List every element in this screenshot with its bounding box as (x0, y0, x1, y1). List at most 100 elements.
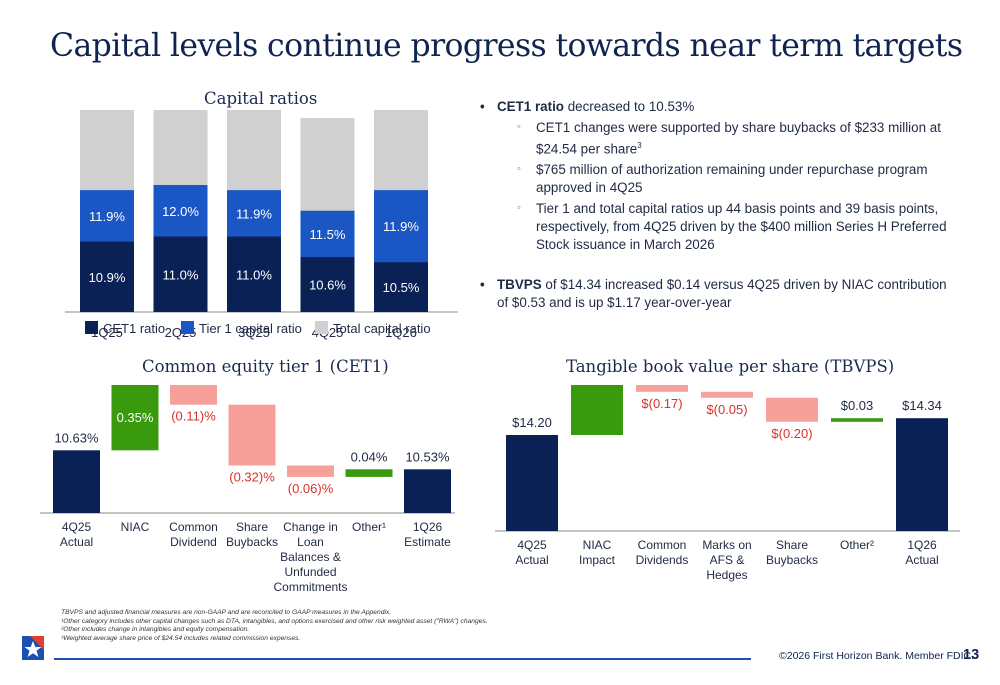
tbvps-chart-title: Tangible book value per share (TBVPS) (566, 357, 895, 376)
sub-bullet-dot: ◦ (517, 202, 521, 215)
x-tick-label: AFS & (710, 553, 745, 567)
data-label-cet1: 11.0% (163, 267, 199, 282)
waterfall-bar (345, 469, 393, 477)
bar-cet1 (300, 257, 355, 312)
x-tick-label: 1Q26 (385, 325, 417, 340)
bar-cet1 (227, 236, 281, 312)
x-tick-label: Balances & (280, 550, 341, 564)
data-label-tier1: 11.9% (236, 206, 272, 221)
x-tick-label: 4Q25 (517, 538, 547, 552)
footnote: TBVPS and adjusted financial measures ar… (61, 609, 392, 616)
waterfall-bar (506, 435, 558, 531)
x-tick-label: Dividend (170, 535, 217, 549)
data-label: $(0.17) (641, 396, 682, 411)
footnote: ¹Other category includes other capital c… (61, 617, 488, 625)
x-tick-label: 3Q25 (238, 325, 270, 340)
bullet-bold: CET1 ratio (497, 99, 564, 114)
waterfall-bar (896, 418, 948, 531)
sub-bullet-dot: ◦ (517, 121, 521, 133)
data-label-cet1: 11.0% (236, 267, 272, 282)
x-tick-label: Share (776, 538, 808, 552)
bar-cet1 (80, 241, 134, 312)
data-label: 0.04% (351, 449, 388, 464)
sub-bullet: ◦ Tier 1 and total capital ratios up 44 … (480, 200, 960, 254)
first-horizon-logo-icon (22, 636, 44, 660)
bullet-tbvps: • TBVPS of $14.34 increased $0.14 versus… (480, 276, 960, 312)
data-label: (0.11)% (171, 409, 216, 424)
commentary-bullets: • CET1 ratio decreased to 10.53% ◦ CET1 … (480, 98, 960, 315)
x-tick-label: 4Q25 (62, 520, 92, 534)
bullet-cet1: • CET1 ratio decreased to 10.53% (480, 98, 960, 116)
x-tick-label: Dividends (636, 553, 689, 567)
data-label-tier1: 11.5% (310, 227, 346, 242)
waterfall-bar (170, 385, 217, 405)
x-tick-label: Other¹ (352, 520, 386, 534)
cet1-chart-title: Common equity tier 1 (CET1) (142, 357, 389, 376)
data-label: (0.32)% (229, 470, 275, 485)
data-label: $0.03 (841, 398, 874, 413)
data-label: (0.06)% (288, 481, 334, 496)
x-tick-label: Other² (840, 538, 874, 552)
footnotes: TBVPS and adjusted financial measures ar… (61, 609, 488, 643)
tbvps-waterfall-chart: $14.204Q25Actual$0.53NIACImpact$(0.17)Co… (495, 385, 960, 582)
x-tick-label: Unfunded (284, 565, 336, 579)
waterfall-bar (404, 469, 451, 513)
data-label: 0.35% (117, 410, 154, 425)
x-tick-label: Buybacks (226, 535, 278, 549)
sub-bullet: ◦ CET1 changes were supported by share b… (480, 119, 960, 158)
legend-label: Total capital ratio (333, 321, 431, 336)
waterfall-bar (636, 385, 688, 392)
bullet-dot: • (480, 277, 485, 293)
x-tick-label: Actual (905, 553, 938, 567)
footnote-ref: 3 (637, 141, 642, 150)
bullet-text: decreased to 10.53% (563, 99, 695, 114)
data-label-tier1: 11.9% (383, 219, 419, 234)
sub-bullet-dot: ◦ (517, 163, 521, 176)
data-label: $(0.20) (771, 426, 812, 441)
x-tick-label: Buybacks (766, 553, 818, 567)
waterfall-bar (111, 385, 159, 451)
legend-swatch (315, 321, 328, 334)
legend-label: CET1 ratio (103, 321, 165, 336)
data-label-cet1: 10.9% (89, 270, 126, 285)
waterfall-bar (53, 450, 100, 513)
bullet-dot: • (480, 99, 485, 114)
x-tick-label: Actual (515, 553, 548, 567)
bar-cet1 (374, 262, 428, 312)
data-label: 10.63% (54, 430, 99, 445)
sub-bullet-text: CET1 changes were supported by share buy… (536, 120, 941, 157)
x-tick-label: Common (638, 538, 687, 552)
x-tick-label: Common (169, 520, 218, 534)
x-tick-label: NIAC (121, 520, 150, 534)
copyright: ©2026 First Horizon Bank. Member FDIC. (779, 650, 975, 662)
x-tick-label: Change in (283, 520, 338, 534)
capital-ratios-title: Capital ratios (204, 89, 318, 108)
x-tick-label: Impact (579, 553, 616, 567)
x-tick-label: Commitments (273, 580, 347, 594)
x-tick-label: 1Q26 (907, 538, 937, 552)
bar-cet1 (153, 236, 208, 312)
legend-swatch (85, 321, 98, 334)
x-tick-label: 1Q25 (91, 325, 123, 340)
page-number: 13 (963, 647, 980, 663)
bullet-bold: TBVPS (497, 277, 542, 293)
x-tick-label: Marks on (702, 538, 751, 552)
page-title: Capital levels continue progress towards… (50, 28, 963, 64)
data-label-total: 13.3% (309, 110, 346, 113)
data-label: $(0.05) (706, 402, 747, 417)
data-label-cet1: 10.6% (309, 278, 346, 293)
data-label-tier1: 11.9% (89, 209, 125, 224)
waterfall-bar (228, 404, 276, 466)
data-label: 10.53% (405, 449, 450, 464)
footnote: ²Other includes change in intangibles an… (61, 626, 250, 634)
footer-rule (54, 658, 751, 660)
sub-bullet-text: $765 million of authorization remaining … (536, 162, 928, 196)
data-label-cet1: 10.5% (383, 280, 420, 295)
x-tick-label: Loan (297, 535, 324, 549)
x-tick-label: Actual (60, 535, 93, 549)
footnote: ³Weighted average share price of $24.54 … (61, 634, 301, 642)
data-label-tier1: 12.0% (162, 204, 199, 219)
x-tick-label: Share (236, 520, 268, 534)
waterfall-bar (701, 391, 753, 398)
